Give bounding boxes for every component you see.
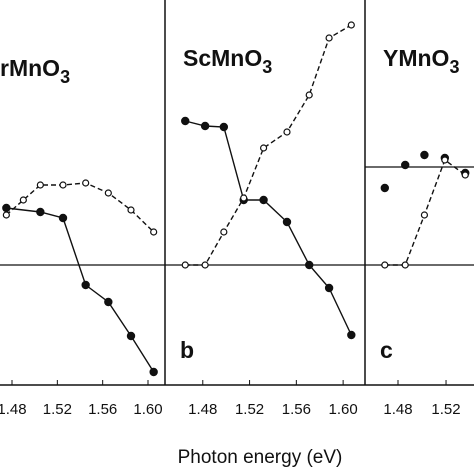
open-point: [59, 181, 67, 189]
open-point: [461, 171, 469, 179]
panel: [165, 21, 365, 340]
filled-point: [324, 283, 334, 293]
panel-letter: b: [180, 337, 194, 363]
open-point: [220, 228, 228, 236]
open-point: [347, 21, 355, 29]
open-point: [104, 189, 112, 197]
open-point: [36, 181, 44, 189]
open-point: [381, 261, 389, 269]
filled-point: [401, 160, 410, 170]
filled-point: [347, 330, 356, 340]
filled-point: [200, 121, 210, 131]
open-point: [420, 211, 429, 219]
filled-point: [219, 122, 229, 132]
panel-title: YMnO3: [383, 45, 459, 77]
x-axis-label: Photon energy (eV): [178, 447, 343, 468]
open-point: [201, 261, 209, 269]
x-tick-label: 1.52: [43, 401, 72, 418]
open-point: [441, 156, 449, 164]
filled-point: [380, 183, 390, 193]
filled-point: [81, 280, 90, 290]
open-point: [181, 261, 189, 269]
panel: [365, 150, 474, 269]
panel: [0, 179, 165, 377]
x-tick-label: 1.56: [282, 401, 311, 418]
x-tick-label: 1.48: [188, 401, 217, 418]
panel-letter: c: [380, 337, 393, 363]
filled-point: [2, 203, 11, 213]
open-point: [82, 179, 90, 187]
x-tick-label: 1.56: [88, 401, 117, 418]
open-point: [240, 194, 248, 202]
x-tick-label: 1.52: [431, 401, 460, 418]
open-point: [401, 261, 409, 269]
open-point: [325, 34, 333, 42]
filled-point: [259, 195, 268, 205]
x-tick-label: 1.48: [0, 401, 27, 418]
open-point: [2, 211, 10, 219]
filled-point: [305, 260, 314, 270]
filled-point: [126, 331, 136, 341]
open-point: [305, 91, 313, 99]
series-line: [185, 24, 352, 266]
x-tick-label: 1.48: [383, 401, 412, 418]
filled-point: [181, 116, 190, 126]
panel-title: ScMnO3: [183, 45, 272, 77]
open-point: [150, 228, 158, 236]
filled-point: [58, 213, 68, 223]
x-tick-label: 1.60: [329, 401, 358, 418]
panel-title: rMnO3: [0, 55, 70, 87]
filled-point: [104, 297, 113, 307]
open-point: [259, 144, 268, 152]
series-line: [5, 182, 155, 233]
filled-point: [420, 150, 429, 160]
filled-point: [282, 217, 292, 227]
open-point: [19, 196, 27, 204]
open-point: [127, 206, 135, 214]
x-tick-label: 1.60: [133, 401, 162, 418]
series-line: [185, 120, 352, 336]
open-point: [283, 128, 291, 136]
filled-point: [149, 367, 158, 377]
x-tick-label: 1.52: [235, 401, 264, 418]
series-line: [6, 207, 155, 373]
filled-point: [36, 207, 45, 217]
